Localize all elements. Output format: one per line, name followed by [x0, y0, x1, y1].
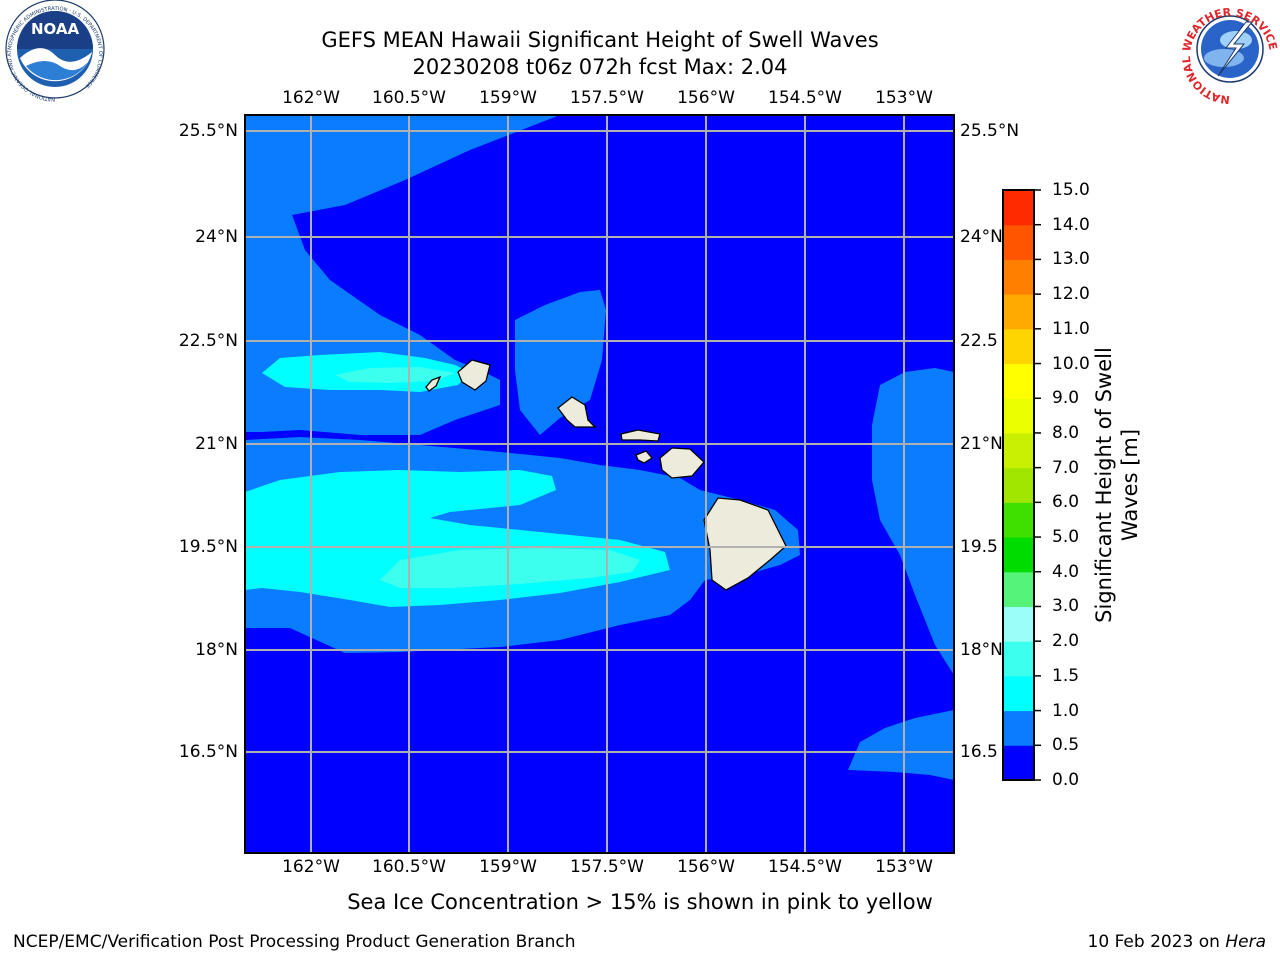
colorbar-segment — [1003, 363, 1034, 399]
lat-label-left: 19.5°N — [178, 537, 238, 557]
colorbar-segment — [1003, 502, 1034, 538]
lat-label-left: 22.5°N — [178, 331, 238, 351]
colorbar-segment — [1003, 675, 1034, 712]
colorbar-segment — [1003, 537, 1034, 573]
colorbar-segment — [1003, 571, 1034, 607]
lat-label-right: 18°N — [960, 640, 1003, 660]
lon-label-top: 160.5°W — [372, 88, 446, 108]
colorbar-segment — [1003, 710, 1034, 746]
colorbar-tick-label: 9.0 — [1052, 388, 1080, 409]
lon-label-top: 156°W — [677, 88, 735, 108]
colorbar-segment — [1003, 606, 1034, 642]
lat-label-left: 16.5°N — [178, 742, 238, 762]
colorbar-tick-label: 12.0 — [1052, 284, 1090, 305]
lat-label-right: 24°N — [960, 227, 1003, 247]
colorbar-tick-label: 13.0 — [1052, 249, 1090, 270]
colorbar-tick-label: 1.0 — [1052, 700, 1080, 721]
island-kauai — [457, 359, 491, 391]
noaa-logo: NOAA NATIONAL OCEANIC AND ATMOSPHERIC AD… — [5, 0, 105, 102]
colorbar-segment — [1003, 467, 1034, 503]
colorbar-tick-label: 10.0 — [1052, 353, 1090, 374]
island-lanai — [635, 450, 653, 464]
lat-label-right: 19.5 — [960, 537, 998, 557]
lon-label-top: 154.5°W — [768, 88, 842, 108]
lat-label-left: 24°N — [195, 227, 238, 247]
lon-label-bottom: 157.5°W — [570, 857, 644, 877]
graticule — [245, 115, 954, 853]
lon-label-top: 159°W — [479, 88, 537, 108]
lat-label-right: 25.5°N — [960, 121, 1020, 141]
run-date: 10 Feb 2023 on Hera — [1088, 932, 1266, 952]
lon-label-bottom: 159°W — [479, 857, 537, 877]
island-maui — [659, 447, 705, 479]
chart-title: GEFS MEAN Hawaii Significant Height of S… — [321, 28, 879, 52]
lon-label-bottom: 153°W — [875, 857, 933, 877]
colorbar-segment — [1003, 398, 1034, 434]
host-name: Hera — [1225, 932, 1266, 952]
colorbar-tick-label: 15.0 — [1052, 180, 1090, 200]
nws-logo: NATIONAL WEATHER SERVICE — [1180, 0, 1280, 106]
lon-label-bottom: 160.5°W — [372, 857, 446, 877]
producer-credit: NCEP/EMC/Verification Post Processing Pr… — [13, 932, 576, 952]
run-date-text: 10 Feb 2023 on — [1087, 932, 1226, 952]
colorbar-tick-label: 1.5 — [1052, 665, 1080, 686]
map-panel — [245, 115, 954, 853]
lon-label-top: 153°W — [875, 88, 933, 108]
noaa-logo-text: NOAA — [31, 20, 80, 38]
lat-label-right: 16.5 — [960, 742, 998, 762]
lon-label-bottom: 154.5°W — [768, 857, 842, 877]
island-molokai — [620, 429, 661, 442]
colorbar-tick-label: 0.5 — [1052, 735, 1080, 756]
colorbar-frame — [1002, 189, 1035, 781]
lat-label-left: 25.5°N — [178, 121, 238, 141]
colorbar-tick-label: 11.0 — [1052, 318, 1090, 339]
lat-label-left: 21°N — [195, 434, 238, 454]
colorbar — [1002, 189, 1041, 781]
colorbar-segment — [1003, 328, 1034, 365]
colorbar-tick-label: 8.0 — [1052, 422, 1080, 443]
lon-label-top: 162°W — [282, 88, 340, 108]
lat-label-right: 22.5 — [960, 331, 998, 351]
map-frame — [244, 114, 955, 854]
swell-band-1.5-2.0 — [335, 367, 640, 588]
island-niihau — [425, 375, 442, 392]
lon-label-top: 157.5°W — [570, 88, 644, 108]
colorbar-segment — [1003, 432, 1034, 469]
island-hawaii — [703, 497, 787, 591]
lat-label-right: 21°N — [960, 434, 1003, 454]
hawaiian-islands — [425, 359, 787, 591]
colorbar-segment — [1003, 641, 1034, 677]
lon-label-bottom: 162°W — [282, 857, 340, 877]
colorbar-segment — [1003, 190, 1034, 226]
colorbar-tick-label: 0.0 — [1052, 770, 1080, 790]
colorbar-tick-label: 2.0 — [1052, 631, 1080, 652]
sea-ice-note: Sea Ice Concentration > 15% is shown in … — [347, 890, 933, 914]
chart-subtitle: 20230208 t06z 072h fcst Max: 2.04 — [412, 55, 788, 79]
colorbar-tick-label: 4.0 — [1052, 561, 1080, 582]
colorbar-segment — [1003, 259, 1034, 295]
colorbar-segment — [1003, 224, 1034, 260]
colorbar-tick-label: 5.0 — [1052, 527, 1080, 548]
colorbar-tick-label: 7.0 — [1052, 457, 1080, 478]
colorbar-tick-label: 3.0 — [1052, 596, 1080, 617]
lon-label-bottom: 156°W — [677, 857, 735, 877]
lat-label-left: 18°N — [195, 640, 238, 660]
colorbar-tick-label: 14.0 — [1052, 214, 1090, 235]
colorbar-label: Significant Height of Swell Waves [m] — [1092, 347, 1142, 623]
colorbar-segment — [1003, 294, 1034, 330]
colorbar-tick-label: 6.0 — [1052, 492, 1080, 513]
island-oahu — [557, 396, 597, 428]
colorbar-segment — [1003, 745, 1034, 781]
